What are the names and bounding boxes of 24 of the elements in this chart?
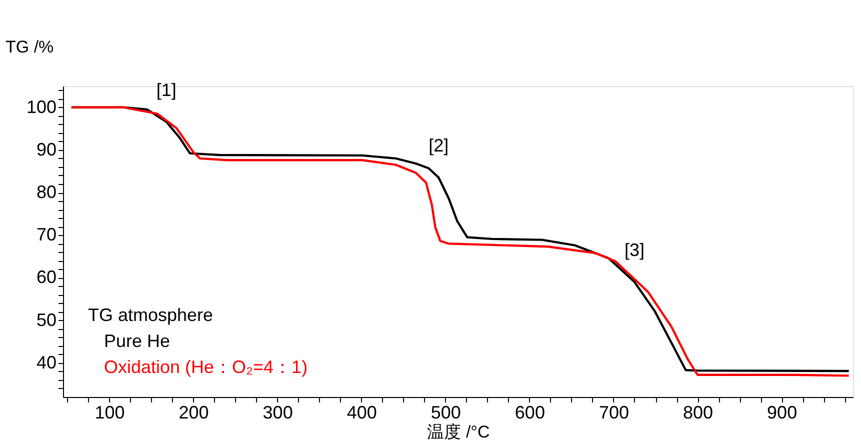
x-tick-label: 900	[767, 402, 798, 422]
x-tick-label: 500	[430, 402, 461, 422]
text: Oxidation (He：O₂=4：1)	[104, 357, 308, 377]
annotation: [1]	[156, 80, 176, 100]
y-tick-label: 80	[36, 182, 56, 202]
x-tick-label: 700	[598, 402, 629, 422]
annotation: [3]	[624, 240, 644, 260]
y-tick-label: 50	[36, 310, 56, 330]
x-tick-label: 100	[94, 402, 125, 422]
y-axis-title: TG /%	[6, 38, 54, 56]
x-tick-label: 200	[178, 402, 209, 422]
legend-title: TG atmosphere	[88, 305, 214, 325]
x-tick-label: 300	[262, 402, 293, 422]
y-tick-label: 100	[26, 96, 56, 117]
text: Pure He	[104, 331, 170, 351]
y-tick-label: 60	[36, 267, 56, 288]
annotation: [2]	[428, 136, 449, 156]
x-tick-label: 400	[346, 402, 377, 422]
x-tick-label: 600	[514, 402, 545, 422]
y-tick-label: 40	[36, 352, 56, 372]
x-tick-label: 800	[683, 402, 714, 422]
y-tick-label: 70	[36, 224, 56, 245]
y-tick-label: 90	[36, 139, 56, 160]
x-axis-title: 温度 /°C	[427, 422, 490, 442]
